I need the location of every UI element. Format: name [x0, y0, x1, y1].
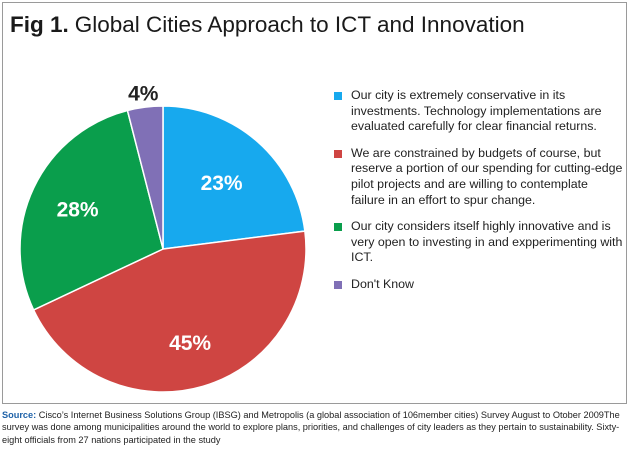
slice-label-conservative: 23% [201, 172, 243, 195]
legend-swatch [334, 280, 342, 289]
pie-slice-pilot-projects [32, 230, 307, 393]
figure-number: Fig 1. [10, 12, 69, 37]
figure-title: Fig 1. Global Cities Approach to ICT and … [10, 12, 525, 38]
legend-item-pilot-projects: We are constrained by budgets of course,… [334, 146, 624, 208]
figure-title-text: Global Cities Approach to ICT and Innova… [74, 12, 525, 37]
legend-label: Our city considers itself highly innovat… [351, 219, 623, 265]
chart-legend: Our city is extremely conservative in it… [334, 88, 624, 304]
legend-item-dont-know: Don't Know [334, 277, 624, 293]
figure-frame [2, 2, 627, 404]
pie-slice-dont-know [126, 105, 164, 250]
slice-label-dont-know: 4% [128, 83, 159, 106]
source-lead: Source: [2, 410, 37, 420]
legend-label: Don't Know [351, 276, 414, 291]
pie-slice-conservative [162, 105, 306, 250]
legend-swatch [334, 223, 342, 232]
slice-label-pilot-projects: 45% [169, 332, 211, 355]
legend-label: We are constrained by budgets of course,… [351, 145, 623, 207]
legend-swatch [334, 92, 342, 100]
source-note: Source: Cisco’s Internet Business Soluti… [2, 409, 629, 446]
legend-item-conservative: Our city is extremely conservative in it… [334, 88, 624, 135]
source-text: Cisco’s Internet Business Solutions Grou… [2, 410, 620, 445]
slice-label-innovative: 28% [57, 198, 99, 221]
legend-item-innovative: Our city considers itself highly innovat… [334, 219, 624, 266]
legend-swatch [334, 149, 342, 158]
pie-slice-innovative [19, 109, 164, 311]
pie-chart: 23% 45% 28% 4% [19, 83, 307, 393]
legend-label: Our city is extremely conservative in it… [351, 88, 602, 134]
